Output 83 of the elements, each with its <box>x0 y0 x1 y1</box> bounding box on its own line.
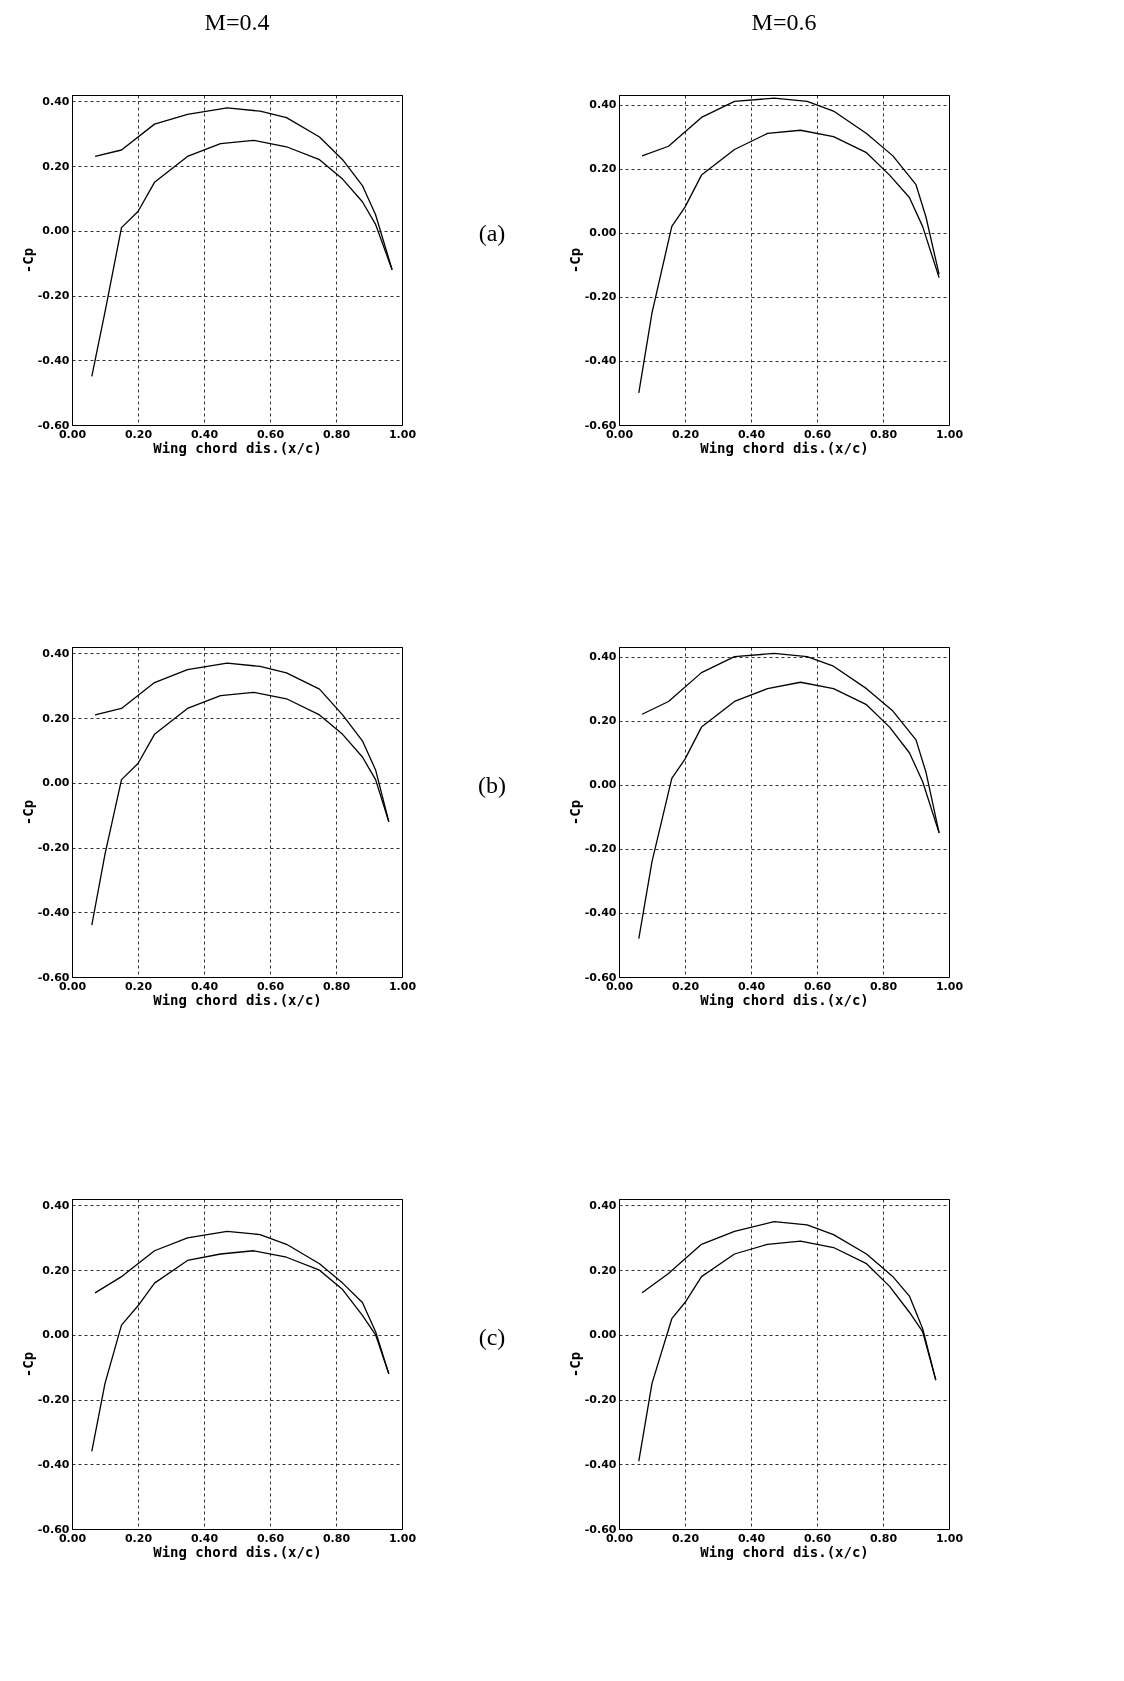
y-tick-label: 0.00 <box>589 778 617 792</box>
y-tick-label: -0.40 <box>37 1457 70 1471</box>
y-axis-title: -Cp <box>19 1351 36 1378</box>
y-axis-title: -Cp <box>566 799 583 826</box>
y-tick-label: -0.20 <box>584 1393 617 1407</box>
x-tick-label: 0.00 <box>605 1531 634 1545</box>
x-tick-label: 0.40 <box>190 1531 219 1545</box>
x-tick-label: 0.60 <box>803 427 832 441</box>
y-tick-label: -0.20 <box>584 842 617 856</box>
y-tick-label: 0.40 <box>42 646 70 660</box>
y-tick-label: -0.40 <box>584 1457 617 1471</box>
x-tick-label: 0.60 <box>803 979 832 993</box>
y-tick-label: -0.20 <box>37 841 70 855</box>
x-tick-label: 1.00 <box>388 1531 417 1545</box>
x-tick-label: 0.20 <box>124 979 153 993</box>
x-tick-label: 0.60 <box>256 979 285 993</box>
x-axis-title: Wing chord dis.(x/c) <box>700 1543 869 1560</box>
x-tick-label: 0.20 <box>124 1531 153 1545</box>
y-tick-label: 0.20 <box>42 1263 70 1277</box>
x-tick-label: 0.80 <box>869 1531 898 1545</box>
x-tick-label: 0.80 <box>869 427 898 441</box>
x-tick-label: 0.00 <box>605 427 634 441</box>
y-tick-label: 0.20 <box>589 714 617 728</box>
x-axis-title: Wing chord dis.(x/c) <box>153 991 322 1008</box>
x-tick-label: 0.40 <box>737 1531 766 1545</box>
x-tick-label: 0.40 <box>190 427 219 441</box>
y-tick-label: 0.00 <box>42 1328 70 1342</box>
y-tick-label: 0.40 <box>589 98 617 112</box>
x-tick-label: 1.00 <box>935 427 964 441</box>
x-tick-label: 1.00 <box>388 427 417 441</box>
x-tick-label: 0.40 <box>190 979 219 993</box>
x-tick-label: 0.20 <box>671 427 700 441</box>
x-tick-label: 0.80 <box>322 1531 351 1545</box>
chart-title: M=0.6 <box>751 9 817 35</box>
y-tick-label: -0.40 <box>584 906 617 920</box>
y-axis-title: -Cp <box>19 247 36 274</box>
chart-title: M=0.4 <box>204 9 270 35</box>
x-tick-label: 0.80 <box>322 979 351 993</box>
y-tick-label: 0.40 <box>589 650 617 664</box>
y-tick-label: 0.20 <box>589 1263 617 1277</box>
y-tick-label: -0.40 <box>37 905 70 919</box>
x-tick-label: 0.60 <box>803 1531 832 1545</box>
y-tick-label: 0.20 <box>42 159 70 173</box>
y-tick-label: 0.40 <box>42 94 70 108</box>
x-tick-label: 0.00 <box>605 979 634 993</box>
text: (b) <box>478 771 506 798</box>
x-tick-label: 1.00 <box>935 1531 964 1545</box>
x-tick-label: 0.40 <box>737 427 766 441</box>
text: (a) <box>478 219 506 246</box>
y-tick-label: 0.40 <box>42 1198 70 1212</box>
y-tick-label: 0.20 <box>42 711 70 725</box>
x-axis-title: Wing chord dis.(x/c) <box>153 1543 322 1560</box>
y-tick-label: 0.00 <box>42 776 70 790</box>
y-tick-label: -0.20 <box>37 1393 70 1407</box>
y-axis-title: -Cp <box>19 799 36 826</box>
y-tick-label: -0.40 <box>37 353 70 367</box>
y-tick-label: -0.40 <box>584 354 617 368</box>
x-tick-label: 0.80 <box>322 427 351 441</box>
y-tick-label: 0.20 <box>589 162 617 176</box>
y-tick-label: -0.20 <box>37 289 70 303</box>
x-tick-label: 0.00 <box>58 979 87 993</box>
y-tick-label: 0.40 <box>589 1198 617 1212</box>
y-axis-title: -Cp <box>566 247 583 274</box>
x-tick-label: 1.00 <box>388 979 417 993</box>
x-tick-label: 0.00 <box>58 427 87 441</box>
x-tick-label: 0.20 <box>671 979 700 993</box>
x-axis-title: Wing chord dis.(x/c) <box>700 439 869 456</box>
x-tick-label: 0.20 <box>671 1531 700 1545</box>
y-tick-label: 0.00 <box>589 226 617 240</box>
x-tick-label: 0.80 <box>869 979 898 993</box>
y-tick-label: 0.00 <box>589 1328 617 1342</box>
x-tick-label: 0.40 <box>737 979 766 993</box>
x-tick-label: 1.00 <box>935 979 964 993</box>
y-tick-label: 0.00 <box>42 224 70 238</box>
x-tick-label: 0.20 <box>124 427 153 441</box>
x-tick-label: 0.60 <box>256 427 285 441</box>
text: (c) <box>478 1323 506 1350</box>
x-axis-title: Wing chord dis.(x/c) <box>153 439 322 456</box>
y-tick-label: -0.20 <box>584 290 617 304</box>
y-axis-title: -Cp <box>566 1351 583 1378</box>
x-tick-label: 0.00 <box>58 1531 87 1545</box>
x-tick-label: 0.60 <box>256 1531 285 1545</box>
x-axis-title: Wing chord dis.(x/c) <box>700 991 869 1008</box>
